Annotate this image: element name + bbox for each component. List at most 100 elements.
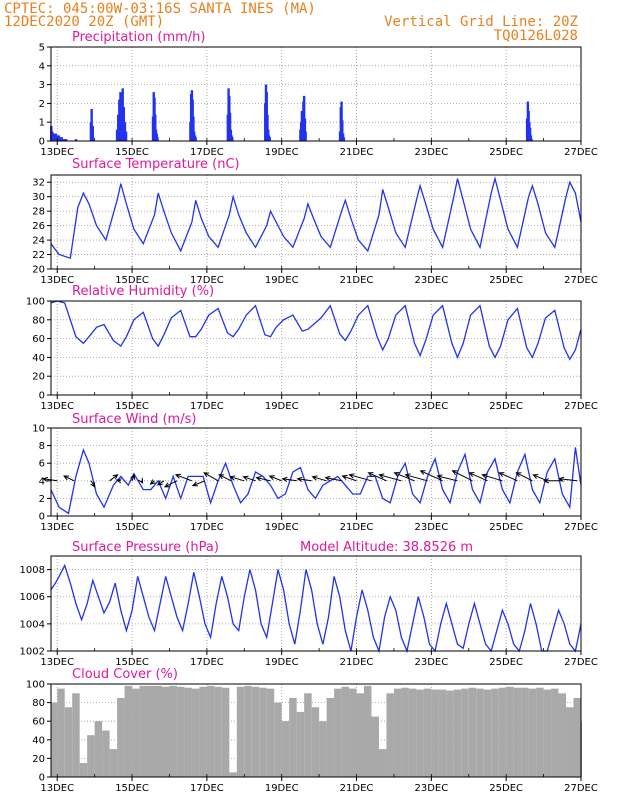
cloud-bar: [259, 687, 267, 777]
cloud-bar: [543, 689, 552, 777]
cloud-bar: [57, 688, 65, 777]
panel-frame: [50, 427, 582, 517]
x-tick-label: 21DEC: [340, 783, 374, 794]
wind-arrow: [163, 480, 178, 488]
panel-title: Surface Temperature (nC): [72, 157, 240, 172]
wind-arrow: [109, 474, 119, 482]
cloud-bar: [124, 685, 133, 777]
y-tick-label: 20: [32, 372, 45, 383]
cloud-bar: [229, 772, 237, 777]
y-tick-label: 100: [26, 680, 45, 691]
y-tick-label: 4: [39, 476, 45, 487]
panel-annotation: Model Altitude: 38.8526 m: [300, 540, 473, 555]
cloud-bar: [206, 685, 215, 777]
y-tick-label: 22: [32, 250, 45, 261]
y-tick-label: 24: [32, 236, 45, 247]
cloud-bar: [147, 685, 155, 777]
cloud-bar: [476, 688, 484, 777]
x-tick-label: 27DEC: [564, 522, 598, 533]
precip-bar: [266, 114, 269, 141]
cloud-bar: [551, 688, 559, 777]
cloud-bar: [289, 697, 297, 777]
cloud-bar: [356, 693, 365, 777]
precip-bar: [54, 133, 57, 141]
cloud-bar: [491, 688, 499, 777]
wind-arrow: [341, 474, 357, 482]
panel-1: Surface Temperature (nC) 20 22 24 26 28 30 32 13…: [32, 157, 598, 286]
wind-arrow: [149, 479, 156, 485]
series-line: [50, 563, 582, 654]
wind-arrow: [174, 473, 193, 482]
y-tick-label: 28: [32, 207, 45, 218]
cloud-bar: [468, 687, 477, 777]
x-tick-label: 15DEC: [115, 783, 149, 794]
cloud-bar: [64, 707, 73, 777]
x-tick-label: 23DEC: [414, 657, 448, 668]
wind-arrow: [515, 472, 533, 482]
panel-2: Relative Humidity (%) 0 20 40 60 80 100 13DEC 15…: [26, 284, 598, 412]
y-tick-label: 10: [32, 424, 45, 435]
wind-arrow: [296, 476, 312, 483]
cloud-bar: [281, 721, 290, 777]
cloud-bar: [214, 686, 222, 777]
x-tick-label: 21DEC: [340, 522, 374, 533]
y-tick-label: 32: [32, 178, 45, 189]
precip-bar: [528, 127, 532, 141]
y-tick-label: 60: [32, 717, 45, 728]
panel-frame: [50, 46, 582, 142]
precip-bar: [90, 109, 93, 141]
y-tick-label: 0: [39, 773, 45, 784]
cloud-bar: [431, 689, 439, 777]
x-tick-label: 15DEC: [115, 147, 149, 158]
x-tick-label: 23DEC: [414, 147, 448, 158]
panel-frame: [50, 555, 582, 652]
x-tick-label: 13DEC: [40, 783, 74, 794]
cloud-bar: [79, 763, 88, 777]
y-tick-label: 80: [32, 315, 45, 326]
x-tick-label: 25DEC: [489, 522, 523, 533]
panel-title: Cloud Cover (%): [72, 667, 178, 682]
cloud-bar: [102, 730, 110, 777]
y-tick-label: 1: [39, 118, 45, 129]
cloud-bar: [334, 688, 342, 777]
cloud-bar: [378, 749, 387, 777]
precip-bar: [154, 114, 157, 141]
wind-arrow: [255, 476, 271, 482]
x-tick-label: 25DEC: [489, 147, 523, 158]
y-tick-label: 1006: [20, 592, 45, 603]
wind-arrow: [130, 473, 136, 481]
x-tick-label: 27DEC: [564, 401, 598, 412]
wind-arrow: [229, 475, 245, 482]
cloud-bar: [446, 690, 454, 777]
cloud-bar: [573, 697, 581, 777]
cloud-bar: [221, 687, 230, 777]
precip-bar: [341, 133, 345, 141]
cloud-bar: [364, 685, 372, 777]
cloud-bar: [423, 688, 432, 777]
x-tick-label: 17DEC: [190, 275, 224, 286]
cloud-bar: [311, 707, 320, 777]
wind-arrow: [242, 475, 256, 482]
y-tick-label: 20: [32, 265, 45, 276]
y-tick-label: 2: [39, 494, 45, 505]
y-tick-label: 60: [32, 334, 45, 345]
cloud-bar: [566, 707, 574, 777]
series-line: [50, 300, 582, 361]
x-tick-label: 17DEC: [190, 147, 224, 158]
x-tick-label: 25DEC: [489, 783, 523, 794]
x-tick-label: 27DEC: [564, 275, 598, 286]
precip-bar: [342, 137, 346, 141]
wind-arrow: [532, 474, 548, 482]
header-model-id: TQ0126L028: [494, 28, 578, 44]
cloud-bar: [416, 689, 424, 777]
cloud-bar: [244, 685, 252, 777]
x-tick-label: 25DEC: [489, 275, 523, 286]
panel-title: Surface Wind (m/s): [72, 412, 196, 427]
x-tick-label: 23DEC: [414, 275, 448, 286]
precip-bar: [59, 137, 62, 141]
x-tick-label: 21DEC: [340, 657, 374, 668]
wind-arrow: [191, 480, 206, 487]
x-tick-label: 25DEC: [489, 401, 523, 412]
precip-bar: [341, 120, 344, 141]
wind-arrow: [203, 472, 219, 482]
